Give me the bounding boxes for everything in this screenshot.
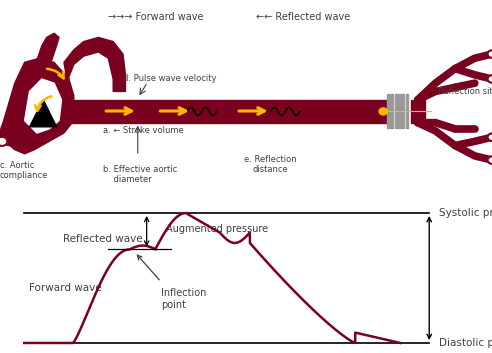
Bar — [406, 94, 408, 128]
Bar — [395, 94, 397, 128]
Bar — [69, 100, 386, 122]
Text: ←← Reflected wave: ←← Reflected wave — [256, 12, 350, 22]
Text: Diastolic pressure: Diastolic pressure — [439, 338, 492, 348]
Text: Augmented pressure: Augmented pressure — [166, 224, 268, 234]
Bar — [387, 94, 390, 128]
Ellipse shape — [488, 156, 492, 164]
Bar — [402, 94, 404, 128]
Text: a. ← Stroke volume: a. ← Stroke volume — [103, 126, 184, 136]
Bar — [411, 100, 425, 122]
Text: Systolic pressure: Systolic pressure — [439, 208, 492, 218]
Text: Reflection sites: Reflection sites — [438, 87, 492, 96]
Text: Reflected wave: Reflected wave — [63, 234, 142, 244]
Ellipse shape — [0, 121, 18, 145]
Text: Forward wave: Forward wave — [29, 283, 102, 293]
Polygon shape — [30, 100, 57, 127]
Ellipse shape — [488, 133, 492, 141]
Text: →→→ Forward wave: →→→ Forward wave — [108, 12, 204, 22]
Ellipse shape — [488, 50, 492, 58]
Polygon shape — [25, 79, 62, 133]
Ellipse shape — [488, 75, 492, 83]
Bar — [399, 94, 401, 128]
Polygon shape — [64, 37, 125, 91]
Text: c. Aortic
compliance: c. Aortic compliance — [0, 161, 48, 180]
Polygon shape — [2, 58, 74, 154]
Text: e. Reflection
distance: e. Reflection distance — [245, 155, 297, 174]
Polygon shape — [37, 33, 59, 60]
Text: Inflection
point: Inflection point — [161, 288, 207, 310]
Text: d. Pulse wave velocity: d. Pulse wave velocity — [123, 74, 216, 84]
Bar — [391, 94, 394, 128]
Ellipse shape — [0, 137, 7, 146]
Text: b. Effective aortic
    diameter: b. Effective aortic diameter — [103, 165, 178, 184]
Ellipse shape — [379, 108, 388, 115]
